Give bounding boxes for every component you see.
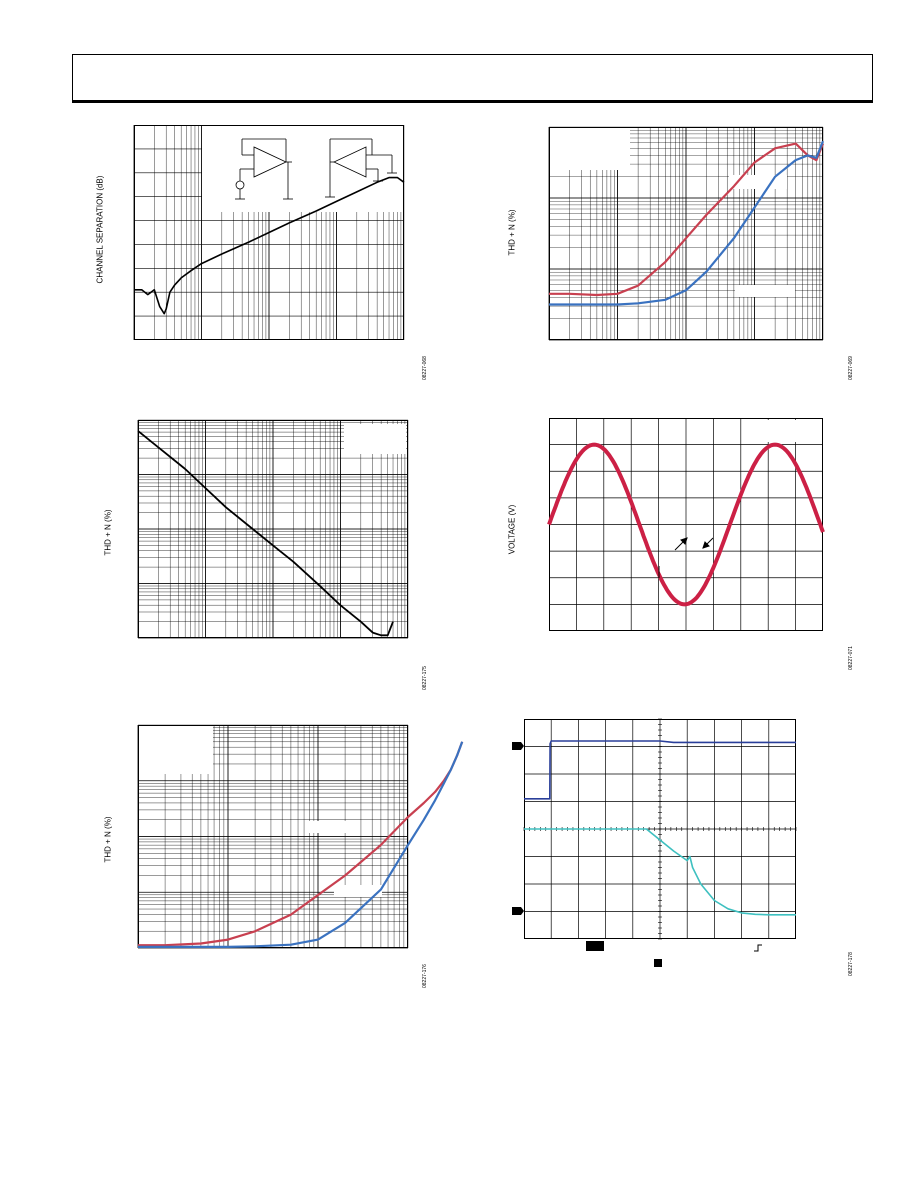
legend-box (729, 175, 787, 189)
series-line-2 (138, 741, 464, 948)
series-line-1 (547, 442, 825, 607)
channel-marker-2 (512, 907, 524, 915)
voltage-ylabel: VOLTAGE (V) (507, 504, 517, 555)
series-line-1 (524, 740, 796, 800)
grid (549, 418, 823, 631)
scope-label-block (586, 941, 604, 951)
channel-marker-1 (512, 742, 524, 750)
channel-separation-ylabel: CHANNEL SEPARATION (dB) (95, 175, 105, 284)
figure-code: 08227-068 (422, 356, 428, 380)
series-line-2 (549, 140, 825, 306)
page-header-box (72, 54, 873, 103)
arrowhead (702, 541, 710, 549)
channel-separation-chart (133, 125, 405, 340)
series-line-1 (137, 430, 394, 637)
annotation-arrows (658, 537, 714, 578)
circuit-schematic (235, 138, 397, 200)
arrowhead (680, 537, 688, 545)
figure-code: 08227-069 (848, 356, 854, 380)
trigger-symbol (754, 944, 762, 952)
figure-code: 08227-071 (848, 646, 854, 670)
figure-code: 08227-176 (422, 964, 428, 988)
thd-output-chart-1 (137, 419, 409, 639)
scope-label-block (654, 959, 662, 967)
thd-frequency-chart (548, 126, 825, 341)
series-line-2 (524, 828, 796, 916)
thd-ylabel: THD + N (%) (103, 509, 113, 556)
op-amp-1 (253, 146, 287, 178)
figure-code: 08227-175 (422, 666, 428, 690)
series-line-1 (134, 176, 405, 315)
thd-ylabel: THD + N (%) (103, 816, 113, 863)
legend-box (139, 726, 213, 774)
thd-ylabel: THD + N (%) (507, 209, 517, 256)
grid (137, 419, 409, 639)
voltage-sine-chart (547, 418, 825, 631)
legend-box (550, 128, 630, 170)
scope-capture-chart (512, 718, 797, 967)
series-line-1 (549, 142, 825, 297)
thd-output-chart-2 (137, 724, 464, 949)
legend-box (735, 285, 795, 297)
figure-code: 08227-178 (848, 952, 854, 976)
legend-box (763, 420, 821, 442)
legend-box (334, 885, 382, 897)
legend-box (344, 424, 406, 454)
op-amp-2 (333, 146, 367, 178)
legend-box (308, 821, 356, 833)
